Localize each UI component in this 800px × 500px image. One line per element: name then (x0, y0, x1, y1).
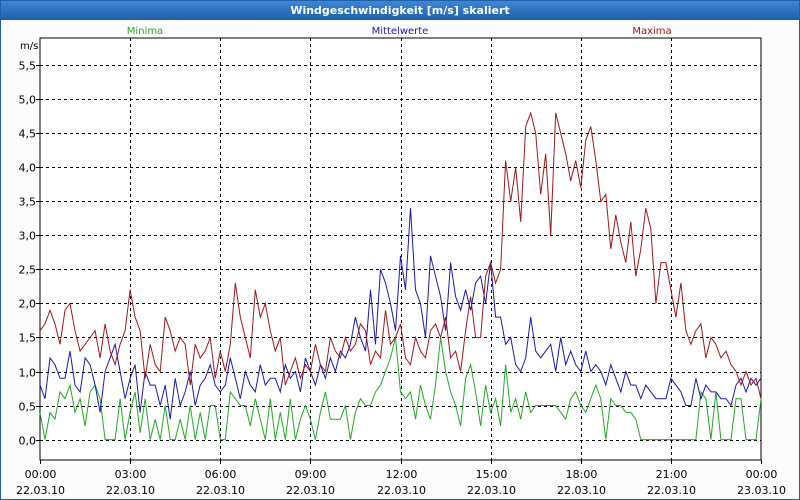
x-tick-date-label: 22.03.10 (467, 484, 516, 497)
series-line-mittelwerte (39, 208, 762, 420)
x-tick-date-label: 22.03.10 (16, 484, 65, 497)
series-line-minima (39, 337, 762, 441)
y-tick-label: 0,5 (19, 401, 37, 414)
y-tick-label: 1,0 (19, 367, 37, 380)
y-tick-label: 2,0 (19, 298, 37, 311)
y-tick-label: 5,0 (19, 94, 37, 107)
y-tick-label: 5,5 (19, 60, 37, 73)
x-tick-time-label: 06:00 (205, 468, 237, 481)
y-tick-label: 3,5 (19, 196, 37, 209)
plot-area (39, 37, 762, 461)
y-axis-label: m/s (20, 41, 38, 52)
series-line-maxima (39, 111, 762, 399)
y-tick-label: 3,0 (19, 230, 37, 243)
grid-lines (40, 38, 761, 460)
x-tick-date-label: 22.03.10 (647, 484, 696, 497)
x-tick-time-label: 12:00 (386, 468, 418, 481)
legend: Minima Mittelwerte Maxima (127, 26, 672, 37)
x-tick-time-label: 15:00 (476, 468, 508, 481)
y-tick-label: 4,0 (19, 162, 37, 175)
x-tick-date-label: 23.03.10 (737, 484, 786, 497)
x-axis-ticks: 00:00 22.03.10 03:00 22.03.10 06:00 22.03.10 0… (16, 460, 786, 497)
y-tick-label: 1,5 (19, 332, 37, 345)
x-tick-time-label: 00:00 (746, 468, 778, 481)
series-lines (39, 111, 762, 441)
legend-item-mittelwerte: Mittelwerte (372, 26, 429, 37)
y-axis-ticks: 0,0 0,5 1,0 1,5 2,0 2,5 3,0 3,5 4,0 4,5 5,0 5,5 (19, 60, 40, 448)
legend-item-maxima: Maxima (632, 26, 671, 37)
y-tick-label: 4,5 (19, 128, 37, 141)
y-tick-label: 2,5 (19, 264, 37, 277)
x-tick-time-label: 21:00 (656, 468, 688, 481)
x-tick-time-label: 09:00 (295, 468, 327, 481)
x-tick-date-label: 22.03.10 (377, 484, 426, 497)
y-tick-label: 0,0 (19, 435, 37, 448)
x-tick-date-label: 22.03.10 (196, 484, 245, 497)
x-tick-time-label: 00:00 (25, 468, 57, 481)
x-tick-date-label: 22.03.10 (106, 484, 155, 497)
x-tick-date-label: 22.03.10 (286, 484, 335, 497)
x-tick-time-label: 18:00 (566, 468, 598, 481)
x-tick-time-label: 03:00 (115, 468, 147, 481)
legend-item-minima: Minima (127, 26, 163, 37)
window-title: Windgeschwindigkeit [m/s] skaliert (1, 1, 799, 20)
x-tick-date-label: 22.03.10 (557, 484, 606, 497)
